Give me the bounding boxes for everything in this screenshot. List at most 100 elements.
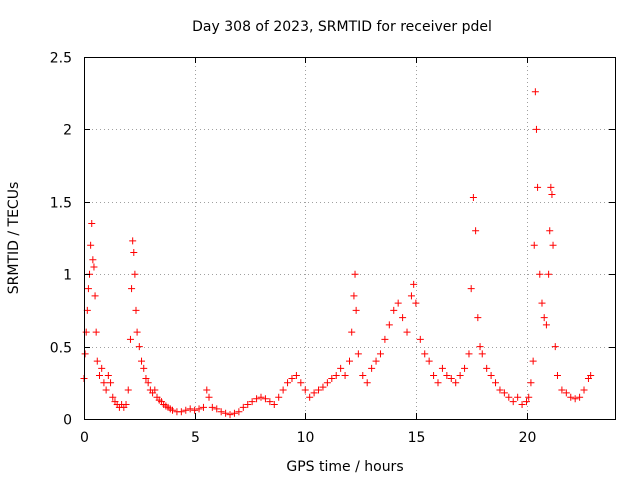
data-point [292,372,300,380]
data-point [130,248,138,256]
data-point [213,405,221,413]
data-point [351,270,359,278]
data-point [253,395,261,403]
data-point [538,299,546,307]
data-point [536,270,544,278]
data-point [332,372,340,380]
data-point [372,357,380,365]
data-point [208,403,216,411]
data-point [310,389,318,397]
data-point [562,389,570,397]
data-point [447,374,455,382]
y-tick-label: 2 [63,123,72,139]
data-point [529,357,537,365]
data-point [407,292,415,300]
data-point [558,386,566,394]
data-point [328,374,336,382]
data-point [542,321,550,329]
data-point [354,350,362,358]
data-point [138,357,146,365]
data-point [478,350,486,358]
data-point [465,350,473,358]
data-point [381,335,389,343]
data-point [319,383,327,391]
data-point [95,372,103,380]
data-point [186,405,194,413]
data-point [474,314,482,322]
data-point [288,374,296,382]
data-point [203,386,211,394]
plot-frame [84,57,616,420]
data-point [412,299,420,307]
data-point [438,364,446,372]
data-point [87,241,95,249]
data-point [279,386,287,394]
data-point [92,328,100,336]
data-point [151,386,159,394]
data-point [126,335,134,343]
data-point [410,280,418,288]
data-point [421,350,429,358]
data-point [226,411,234,419]
data-point [284,379,292,387]
data-point [434,379,442,387]
data-point [399,314,407,322]
data-point [576,393,584,401]
data-point [500,389,508,397]
data-point [394,299,402,307]
data-point [323,379,331,387]
data-point [368,364,376,372]
data-point [135,343,143,351]
data-point [131,270,139,278]
data-point [275,393,283,401]
data-point [452,379,460,387]
y-axis-label: SRMTID / TECUs [6,182,22,295]
data-point [514,393,522,401]
data-point [230,409,238,417]
data-point [567,393,575,401]
data-point [547,183,555,191]
data-points [80,88,595,419]
data-point [430,372,438,380]
data-point [532,125,540,133]
data-point [416,335,424,343]
data-point [297,379,305,387]
data-point [509,398,517,406]
data-point [239,403,247,411]
x-axis-ticks: 0 5 10 15 20 [80,57,536,446]
data-point [546,227,554,235]
data-point [104,372,112,380]
data-point [548,191,556,199]
x-tick-label: 5 [191,430,200,446]
data-point [551,343,559,351]
data-point [91,292,99,300]
data-point [376,350,384,358]
data-point [553,372,561,380]
data-point [350,292,358,300]
data-point [129,237,137,245]
data-point [483,364,491,372]
data-point [403,328,411,336]
data-point [205,393,213,401]
data-point [425,357,433,365]
data-point [530,241,538,249]
data-point [261,395,269,403]
x-tick-label: 15 [408,430,426,446]
y-tick-label: 1 [63,268,72,284]
data-point [132,306,140,314]
data-point [487,372,495,380]
data-point [549,241,557,249]
data-point [523,398,530,406]
data-point [140,364,148,372]
data-point [84,285,92,293]
data-point [496,386,504,394]
data-point [527,379,535,387]
data-point [306,393,314,401]
y-tick-label: 1.5 [50,196,72,212]
data-point [301,386,309,394]
x-tick-label: 0 [80,430,89,446]
data-point [93,357,101,365]
data-point [492,379,500,387]
data-point [88,220,96,228]
data-point [177,408,185,416]
